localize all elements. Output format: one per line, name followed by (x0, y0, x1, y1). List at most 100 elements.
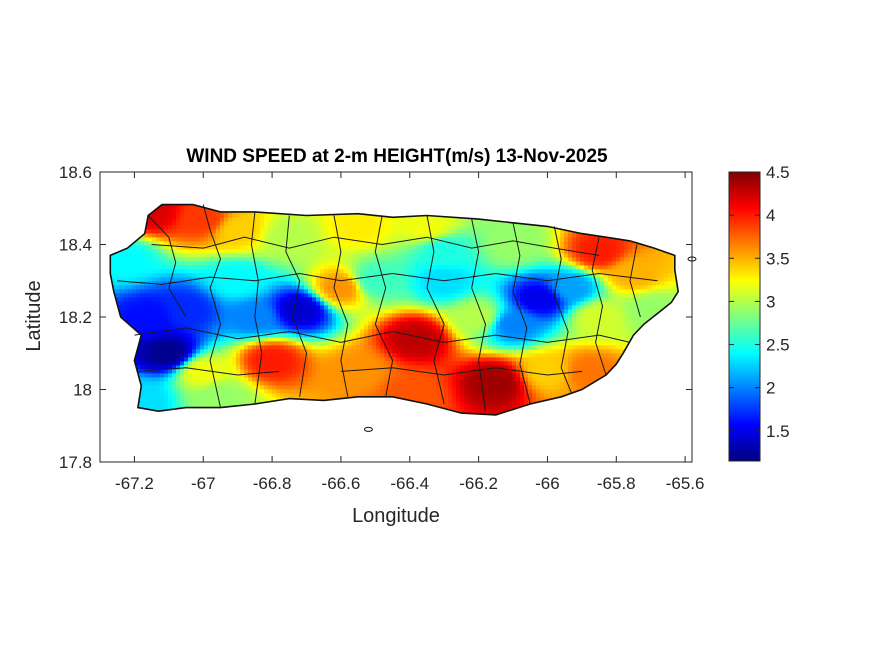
wind-cell (316, 317, 321, 322)
wind-cell (508, 261, 513, 266)
wind-cell (608, 305, 613, 310)
wind-cell (352, 329, 357, 334)
wind-cell (276, 305, 281, 310)
wind-cell (472, 297, 477, 302)
wind-cell (528, 309, 533, 314)
wind-cell (368, 309, 373, 314)
wind-cell (364, 321, 369, 326)
wind-cell (460, 277, 465, 282)
wind-cell (148, 293, 153, 298)
wind-cell (384, 273, 389, 278)
wind-cell (424, 241, 429, 246)
wind-cell (488, 237, 493, 242)
wind-cell (396, 285, 401, 290)
wind-cell (348, 249, 353, 254)
wind-cell (564, 273, 569, 278)
wind-cell (416, 301, 421, 306)
wind-cell (384, 297, 389, 302)
wind-cell (196, 249, 201, 254)
wind-cell (192, 213, 197, 218)
wind-cell (444, 281, 449, 286)
wind-cell (184, 265, 189, 270)
wind-cell (248, 305, 253, 310)
wind-cell (224, 237, 229, 242)
wind-cell (316, 309, 321, 314)
wind-cell (244, 273, 249, 278)
wind-cell (260, 225, 265, 230)
wind-cell (456, 221, 461, 226)
wind-cell (544, 321, 549, 326)
wind-cell (208, 305, 213, 310)
wind-cell (648, 285, 653, 290)
wind-cell (412, 329, 417, 334)
wind-cell (120, 269, 125, 274)
wind-cell (356, 289, 361, 294)
wind-cell (428, 221, 433, 226)
wind-cell (416, 225, 421, 230)
wind-cell (236, 241, 241, 246)
wind-cell (440, 261, 445, 266)
wind-cell (320, 297, 325, 302)
wind-cell (500, 221, 505, 226)
wind-cell (224, 233, 229, 238)
wind-cell (568, 245, 573, 250)
wind-cell (512, 317, 517, 322)
wind-cell (492, 253, 497, 258)
wind-cell (168, 273, 173, 278)
wind-cell (480, 285, 485, 290)
wind-cell (360, 225, 365, 230)
wind-cell (592, 249, 597, 254)
wind-cell (264, 237, 269, 242)
wind-cell (552, 257, 557, 262)
wind-cell (640, 277, 645, 282)
wind-cell (164, 329, 169, 334)
wind-cell (444, 289, 449, 294)
wind-cell (336, 289, 341, 294)
wind-cell (556, 233, 561, 238)
wind-cell (156, 253, 161, 258)
wind-cell (180, 229, 185, 234)
wind-cell (644, 313, 649, 318)
wind-cell (624, 269, 629, 274)
wind-cell (268, 285, 273, 290)
wind-cell (584, 289, 589, 294)
wind-cell (380, 285, 385, 290)
wind-cell (212, 229, 217, 234)
wind-cell (640, 289, 645, 294)
wind-cell (340, 213, 345, 218)
wind-cell (216, 293, 221, 298)
wind-cell (500, 265, 505, 270)
wind-cell (280, 237, 285, 242)
wind-cell (284, 229, 289, 234)
wind-cell (564, 241, 569, 246)
wind-cell (392, 297, 397, 302)
wind-cell (144, 253, 149, 258)
wind-cell (612, 261, 617, 266)
wind-cell (180, 285, 185, 290)
wind-cell (496, 281, 501, 286)
wind-cell (624, 285, 629, 290)
wind-cell (392, 273, 397, 278)
wind-cell (192, 281, 197, 286)
wind-cell (652, 293, 657, 298)
wind-cell (436, 269, 441, 274)
wind-cell (340, 237, 345, 242)
wind-cell (436, 257, 441, 262)
wind-cell (116, 297, 121, 302)
wind-cell (316, 241, 321, 246)
wind-cell (112, 269, 117, 274)
wind-cell (664, 281, 669, 286)
wind-cell (176, 261, 181, 266)
wind-cell (476, 233, 481, 238)
wind-cell (548, 293, 553, 298)
wind-cell (504, 301, 509, 306)
wind-cell (324, 249, 329, 254)
wind-cell (344, 289, 349, 294)
wind-cell (460, 305, 465, 310)
wind-cell (424, 313, 429, 318)
wind-cell (276, 313, 281, 318)
wind-cell (232, 241, 237, 246)
wind-cell (276, 233, 281, 238)
wind-cell (332, 261, 337, 266)
wind-cell (436, 241, 441, 246)
